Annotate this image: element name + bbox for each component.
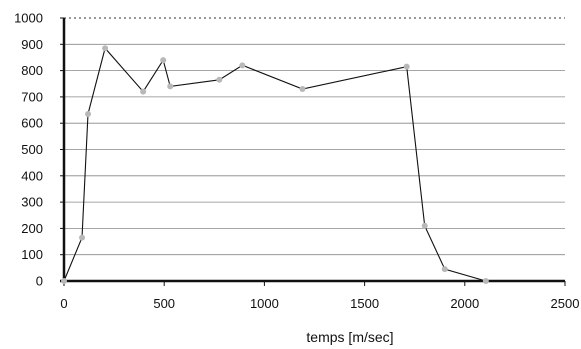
data-point [140, 88, 147, 95]
data-point [239, 62, 246, 69]
x-tick-label: 2500 [551, 296, 580, 311]
series [61, 45, 489, 284]
x-tick-label: 0 [60, 296, 67, 311]
data-point [216, 76, 223, 83]
series-line [63, 47, 486, 282]
y-tick-label: 800 [21, 63, 43, 78]
y-tick-label: 400 [21, 168, 43, 183]
data-point [421, 222, 428, 229]
axes [60, 17, 566, 286]
y-tick-label: 700 [21, 89, 43, 104]
y-tick-labels: 0 100 200 300 400 500 600 700 800 900 1000 [14, 11, 43, 289]
data-point [299, 86, 306, 93]
y-tick-label: 900 [21, 37, 43, 52]
y-tick-label: 1000 [14, 11, 43, 26]
x-axis-title: temps [m/sec] [306, 329, 393, 345]
y-tick-label: 500 [21, 142, 43, 157]
y-tick-label: 0 [36, 274, 43, 289]
data-point [85, 110, 92, 117]
data-point [61, 278, 67, 284]
grid-lines [64, 17, 565, 256]
y-tick-label: 100 [21, 247, 43, 262]
data-point [79, 234, 86, 241]
x-tick-label: 1000 [250, 296, 279, 311]
x-tick-labels: 0 500 1000 1500 2000 2500 [60, 296, 579, 311]
data-point [403, 63, 410, 70]
y-tick-label: 600 [21, 116, 43, 131]
data-point [441, 266, 448, 273]
x-tick-label: 2000 [450, 296, 479, 311]
data-point [167, 83, 174, 90]
y-tick-label: 200 [21, 221, 43, 236]
y-tick-label: 300 [21, 195, 43, 210]
x-tick-label: 1500 [350, 296, 379, 311]
data-point [482, 278, 489, 284]
x-tick-label: 500 [153, 296, 175, 311]
data-point [160, 57, 167, 64]
data-point [102, 45, 109, 52]
